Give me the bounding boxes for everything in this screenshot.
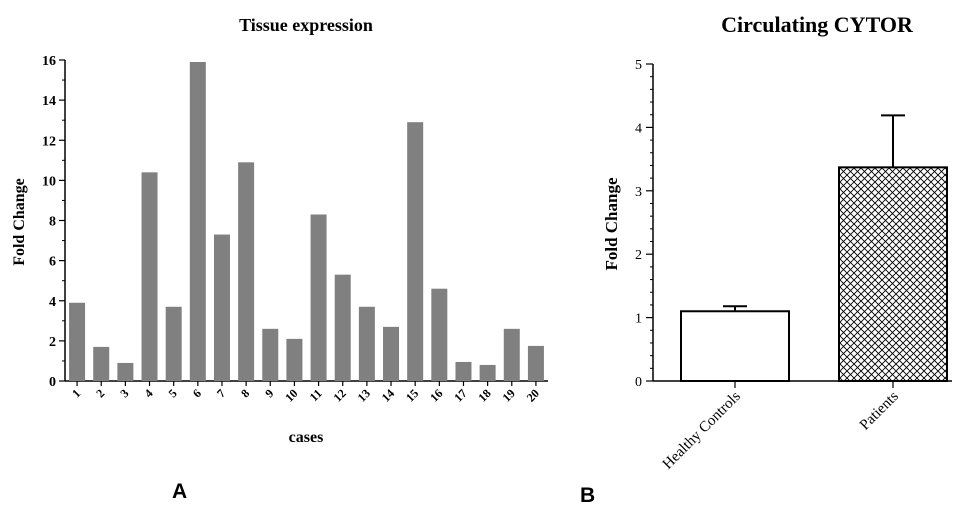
- bar-case-12: [334, 274, 351, 381]
- bar-case-17: [455, 361, 472, 381]
- x-tick-label: 15: [403, 386, 421, 404]
- x-tick-label: 17: [451, 386, 469, 404]
- x-tick-label: 7: [214, 386, 228, 400]
- bar-case-10: [286, 338, 303, 381]
- y-tick-label: 6: [49, 255, 56, 270]
- y-tick-label: 10: [42, 174, 56, 189]
- y-tick-label: 12: [42, 134, 56, 149]
- panel-label-b: B: [580, 484, 596, 507]
- bar-case-2: [93, 346, 110, 381]
- y-tick-label: 2: [49, 335, 56, 350]
- panel-label-a: A: [172, 480, 188, 503]
- bar-case-5: [165, 306, 182, 381]
- x-tick-label: 4: [142, 386, 156, 400]
- x-tick-label: 19: [500, 386, 518, 404]
- chart-title-a: Tissue expression: [239, 15, 373, 35]
- bar-case-9: [262, 328, 279, 381]
- x-tick-label: 18: [475, 386, 493, 404]
- y-tick-label: 4: [49, 295, 56, 310]
- x-tick-label: 13: [355, 386, 373, 404]
- bar-case-3: [117, 362, 134, 381]
- bar-patients: [838, 166, 948, 382]
- bar-case-19: [503, 328, 520, 381]
- bar-case-11: [310, 214, 327, 381]
- x-tick-label: 2: [93, 386, 107, 400]
- y-tick-label: 8: [49, 215, 56, 230]
- y-tick-label-b: 2: [635, 248, 642, 263]
- x-tick-label: 8: [238, 386, 252, 400]
- x-tick-label: 16: [427, 386, 445, 404]
- x-tick-label: 20: [524, 386, 542, 404]
- x-tick-label: 1: [69, 386, 83, 400]
- x-tick-label: 11: [307, 386, 325, 404]
- bar-case-13: [358, 306, 375, 381]
- y-tick-label: 14: [42, 94, 56, 109]
- x-tick-label: 10: [282, 386, 300, 404]
- y-tick-label: 16: [42, 54, 56, 69]
- x-tick-label: 9: [262, 386, 276, 400]
- y-tick-label-b: 5: [635, 58, 642, 73]
- bar-case-15: [407, 122, 424, 381]
- x-tick-label: 3: [117, 386, 131, 400]
- x-axis-label-a: cases: [289, 429, 324, 446]
- y-tick-label-b: 3: [635, 185, 642, 200]
- x-tick-label-b: Patients: [857, 388, 902, 433]
- bar-case-18: [479, 364, 496, 381]
- bar-case-7: [213, 234, 230, 381]
- bar-case-1: [69, 302, 86, 381]
- y-tick-label-b: 1: [635, 312, 642, 327]
- y-axis-label-b: Fold Change: [602, 177, 621, 270]
- y-tick-label: 0: [49, 375, 56, 390]
- x-tick-label: 12: [330, 386, 348, 404]
- bar-case-16: [431, 288, 448, 381]
- y-tick-label-b: 4: [635, 121, 642, 136]
- x-tick-label: 14: [379, 386, 397, 404]
- x-tick-label: 5: [166, 386, 180, 400]
- x-tick-label: 6: [190, 386, 204, 400]
- chart-title-b: Circulating CYTOR: [721, 12, 914, 37]
- bar-case-20: [527, 345, 544, 381]
- x-tick-label-b: Healthy Controls: [660, 388, 744, 472]
- bar-case-4: [141, 172, 158, 381]
- bar-case-14: [383, 326, 400, 381]
- y-tick-label-b: 0: [635, 375, 642, 390]
- bar-healthy-controls: [680, 310, 790, 383]
- bar-case-8: [238, 162, 255, 381]
- bar-case-6: [189, 62, 206, 381]
- y-axis-label-a: Fold Change: [11, 178, 28, 266]
